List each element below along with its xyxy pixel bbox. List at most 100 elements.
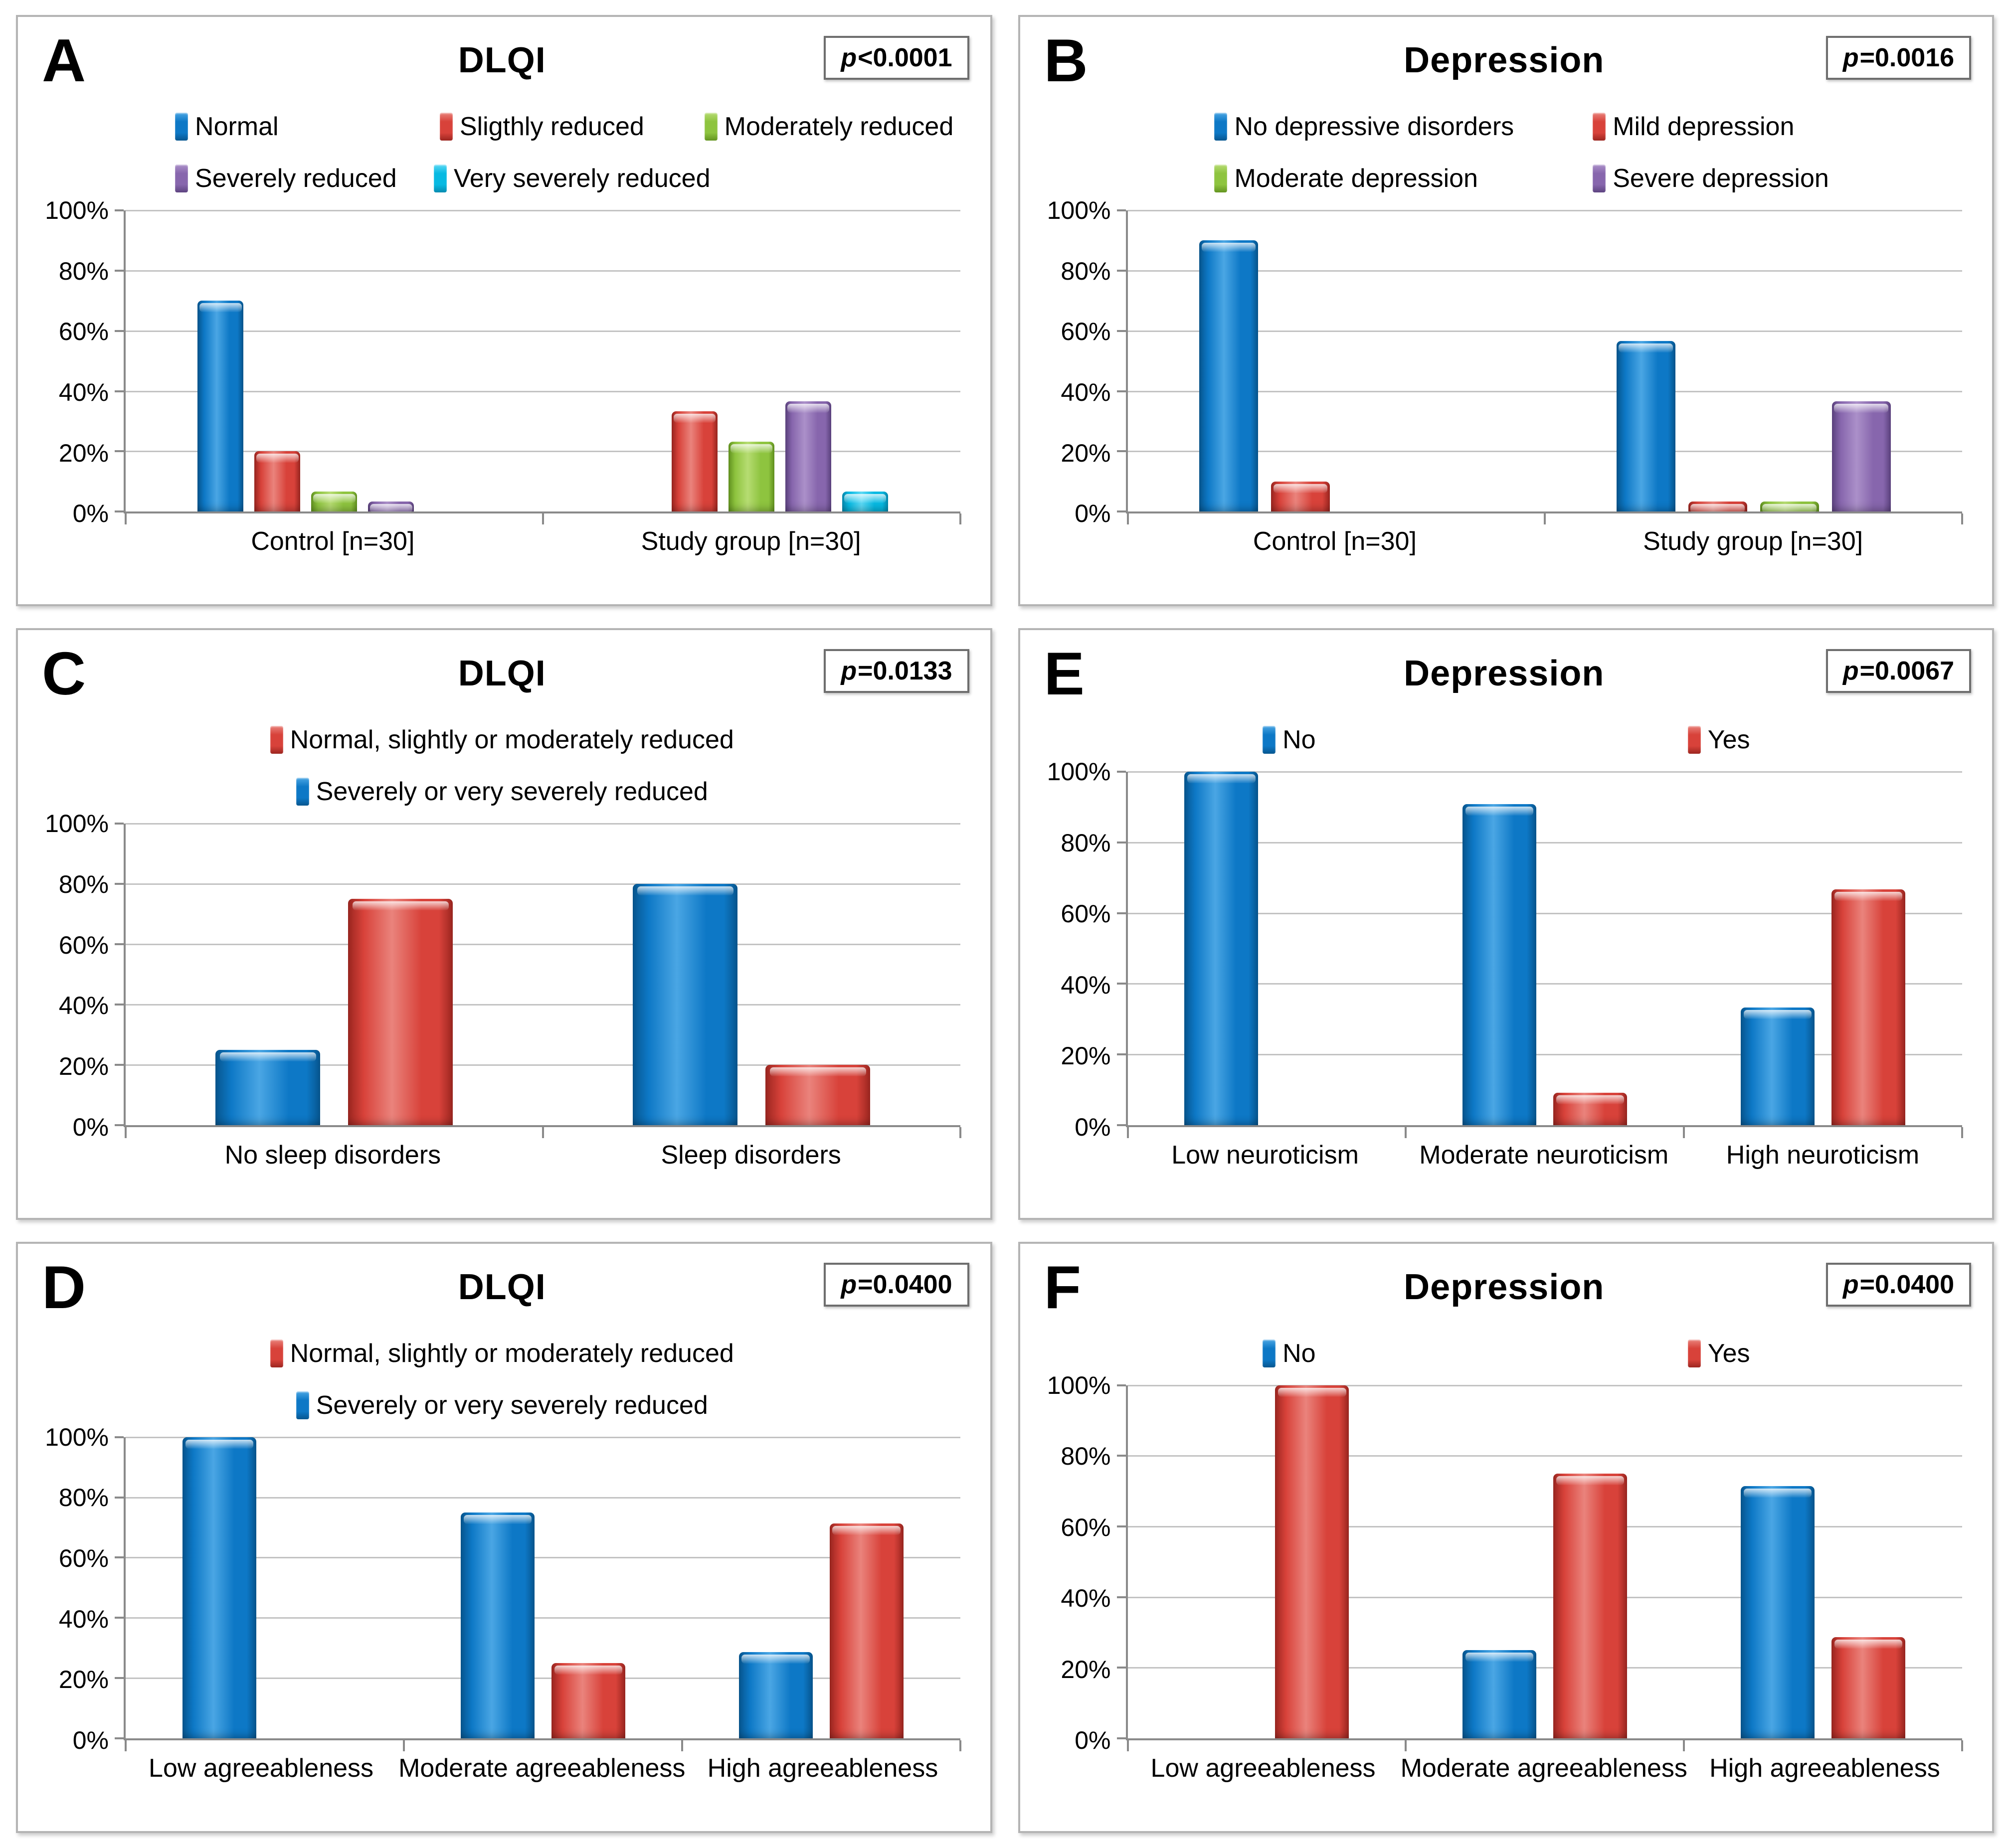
legend-label: No bbox=[1282, 725, 1316, 755]
gridline bbox=[1127, 330, 1962, 332]
legend-swatch-icon bbox=[1263, 726, 1276, 754]
legend-label: Normal, slightly or moderately reduced bbox=[290, 725, 734, 755]
x-category-label: Study group [n=30] bbox=[1643, 527, 1863, 556]
chart-legend: No depressive disorders Mild depression Mo… bbox=[1037, 112, 1972, 193]
gridline bbox=[126, 1436, 960, 1438]
x-tick-mark bbox=[1961, 513, 1963, 525]
y-tick-mark bbox=[115, 1556, 124, 1559]
panel-letter: E bbox=[1044, 640, 1085, 708]
bar bbox=[672, 411, 718, 512]
bar-group bbox=[543, 824, 960, 1125]
bar-group bbox=[1406, 1385, 1684, 1738]
legend-swatch-icon bbox=[296, 1391, 309, 1419]
gridline bbox=[1127, 270, 1962, 272]
y-tick-label: 60% bbox=[1061, 1513, 1111, 1541]
p-value-text: =0.0400 bbox=[858, 1270, 952, 1299]
legend-label: Normal, slightly or moderately reduced bbox=[290, 1339, 734, 1368]
y-tick-mark bbox=[115, 1063, 124, 1066]
bar-group bbox=[1128, 210, 1545, 512]
y-tick-label: 0% bbox=[72, 1113, 109, 1141]
chart-area: 0% 20% 40% 60% 80% 100% bbox=[1037, 758, 1972, 1141]
gridline bbox=[1127, 1455, 1962, 1457]
y-axis: 0% 20% 40% 60% 80% 100% bbox=[35, 196, 124, 527]
chart-legend: No Yes bbox=[1037, 725, 1972, 755]
y-tick-mark bbox=[115, 450, 124, 453]
legend-item: Yes bbox=[1687, 1339, 1750, 1368]
x-category-label: No sleep disorders bbox=[224, 1140, 441, 1170]
legend-swatch-icon bbox=[1593, 165, 1606, 192]
chart-legend: No Yes bbox=[1037, 1339, 1972, 1368]
y-tick-label: 0% bbox=[72, 1726, 109, 1754]
y-tick-label: 100% bbox=[1047, 196, 1111, 224]
legend-label: Yes bbox=[1707, 1339, 1750, 1368]
chart-panel-A: A DLQI p<0.0001 Normal Sligthly reduced Mo… bbox=[16, 15, 992, 607]
p-value-box: p=0.0067 bbox=[1826, 649, 1971, 693]
y-tick-mark bbox=[115, 209, 124, 211]
x-category-label: Moderate neuroticism bbox=[1419, 1140, 1669, 1170]
x-tick-mark bbox=[1961, 1740, 1963, 1751]
p-symbol: p bbox=[1842, 657, 1859, 686]
gridline bbox=[126, 330, 960, 332]
gridline bbox=[126, 944, 960, 946]
chart-title: Depression bbox=[1404, 654, 1605, 694]
x-category-label: High agreeableness bbox=[1709, 1754, 1940, 1783]
legend-item: Yes bbox=[1687, 725, 1750, 755]
legend-swatch-icon bbox=[270, 1339, 283, 1367]
legend-label: Very severely reduced bbox=[454, 164, 711, 193]
bar bbox=[1462, 804, 1537, 1125]
legend-label: Mild depression bbox=[1613, 112, 1795, 141]
y-tick-mark bbox=[1116, 330, 1126, 332]
panel-letter: A bbox=[42, 26, 86, 94]
x-tick-mark bbox=[125, 1740, 127, 1751]
bar bbox=[368, 502, 414, 513]
bar bbox=[729, 441, 775, 512]
x-category-label: High neuroticism bbox=[1726, 1140, 1920, 1170]
bar bbox=[633, 884, 738, 1125]
p-value-box: p=0.0133 bbox=[824, 649, 969, 693]
x-tick-mark bbox=[959, 513, 961, 525]
bar-group bbox=[1128, 772, 1406, 1125]
y-tick-label: 60% bbox=[58, 1544, 109, 1572]
legend-item: Severe depression bbox=[1593, 164, 1971, 193]
x-axis-labels: Low agreeableness Moderate agreeableness H… bbox=[1126, 1740, 1963, 1783]
legend-row: No Yes bbox=[1074, 1339, 1934, 1368]
panel-letter: F bbox=[1044, 1253, 1082, 1321]
x-category-label: High agreeableness bbox=[707, 1754, 938, 1783]
gridline bbox=[1127, 210, 1962, 211]
legend-item: No bbox=[1263, 725, 1316, 755]
y-tick-mark bbox=[1116, 510, 1126, 513]
gridline bbox=[1127, 771, 1962, 773]
y-tick-label: 20% bbox=[58, 1666, 109, 1694]
y-tick-label: 40% bbox=[58, 1605, 109, 1633]
y-tick-mark bbox=[1116, 390, 1126, 392]
chart-panel-B: B Depression p=0.0016 No depressive diso… bbox=[1018, 15, 1994, 607]
y-tick-mark bbox=[115, 883, 124, 885]
x-category-label: Moderate agreeableness bbox=[398, 1754, 686, 1783]
p-value-text: =0.0400 bbox=[1859, 1270, 1954, 1299]
x-tick-mark bbox=[1405, 1740, 1407, 1751]
x-category-label: Study group [n=30] bbox=[641, 527, 861, 556]
bar-group bbox=[1128, 1385, 1406, 1738]
p-symbol: p bbox=[1842, 1270, 1859, 1299]
legend-swatch-icon bbox=[1687, 1339, 1701, 1367]
legend-swatch-icon bbox=[296, 778, 309, 806]
legend-item: Moderately reduced bbox=[704, 112, 969, 142]
y-axis: 0% 20% 40% 60% 80% 100% bbox=[1037, 758, 1126, 1141]
panel-header: DLQI p=0.0400 bbox=[35, 1254, 969, 1324]
y-tick-mark bbox=[115, 1003, 124, 1006]
y-tick-mark bbox=[115, 823, 124, 825]
legend-item: Moderate depression bbox=[1214, 164, 1593, 193]
y-tick-label: 20% bbox=[1061, 439, 1111, 467]
plot-area bbox=[1116, 1384, 1963, 1751]
chart-panel-E: E Depression p=0.0067 No Yes 0% 20% 40% 60% 8… bbox=[1018, 628, 1994, 1220]
legend-swatch-icon bbox=[175, 165, 188, 192]
legend-label: Normal bbox=[195, 112, 279, 141]
bar-group bbox=[682, 1437, 960, 1738]
gridline bbox=[126, 1497, 960, 1499]
plot-area bbox=[1116, 771, 1963, 1138]
panel-header: DLQI p=0.0133 bbox=[35, 640, 969, 710]
y-tick-mark bbox=[115, 269, 124, 272]
legend-label: Yes bbox=[1707, 725, 1750, 755]
y-tick-label: 0% bbox=[1075, 1113, 1111, 1141]
